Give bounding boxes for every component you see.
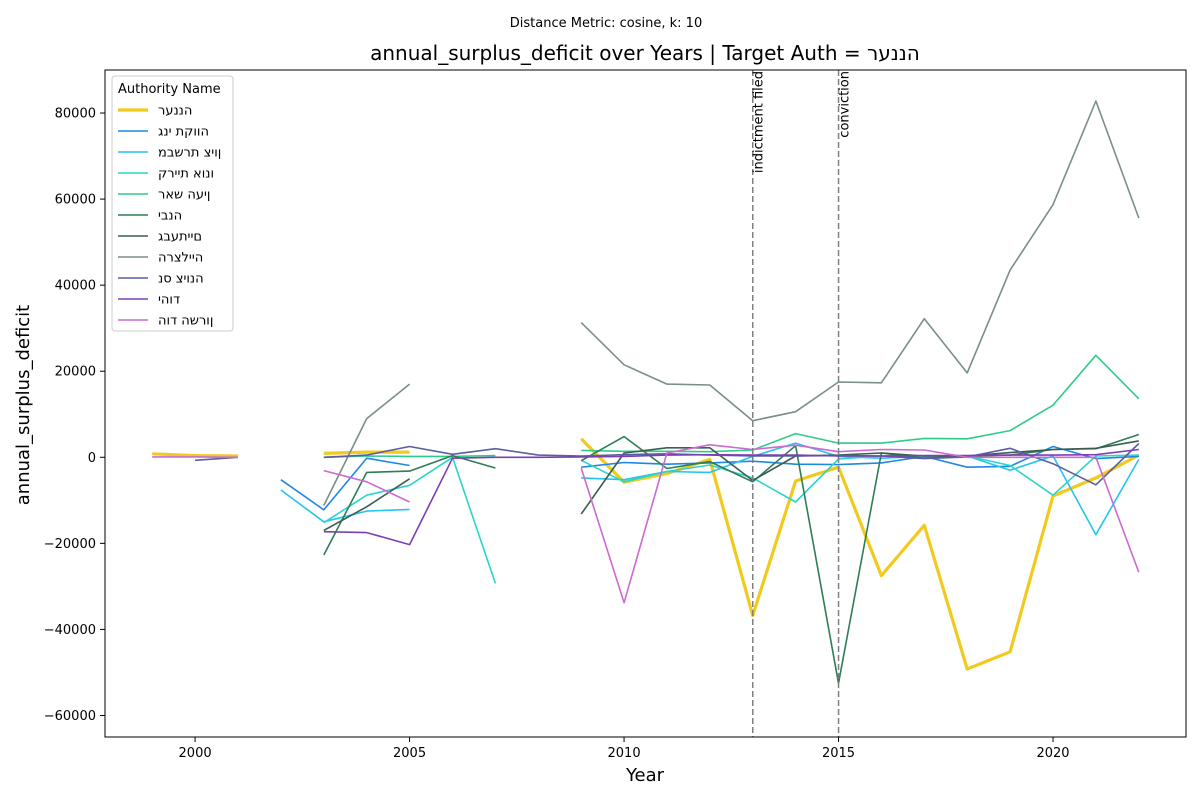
legend-label: דוהי <box>158 293 180 308</box>
series-line-7 <box>323 440 1139 532</box>
y-tick-label: 40000 <box>55 279 96 294</box>
series-line-8 <box>323 100 1140 506</box>
y-axis-label: annual_surplus_deficit <box>13 305 34 505</box>
y-tick-label: −20000 <box>44 537 96 552</box>
figure-suptitle: Distance Metric: cosine, k: 10 <box>510 16 702 31</box>
vline-layer: indictment filed conviction <box>752 70 853 737</box>
legend-label: הננער <box>158 104 192 119</box>
x-axis-label: Year <box>625 765 665 786</box>
legend: Authority Name הננער הווקת ינג ןויצ תרשבמ ו… <box>111 75 234 332</box>
legend-label: םייתעבג <box>158 230 202 245</box>
series-line-10 <box>323 448 1139 546</box>
chart-title: annual_surplus_deficit over Years | Targ… <box>370 41 920 65</box>
y-tick-label: 80000 <box>55 107 96 122</box>
y-tick-label: 60000 <box>55 193 96 208</box>
event-label-2: conviction <box>838 71 853 138</box>
y-tick-label: −40000 <box>44 623 96 638</box>
x-tick-label: 2000 <box>179 746 212 761</box>
legend-title: Authority Name <box>118 82 221 97</box>
legend-label: הנויצ סנ <box>158 272 204 287</box>
x-tick-label: 2015 <box>822 746 855 761</box>
legend-items: הננער הווקת ינג ןויצ תרשבמ ונוא תיירק ןיעה ש… <box>118 104 221 329</box>
event-label-1: indictment filed <box>752 71 767 173</box>
series-line-11 <box>152 444 1140 604</box>
x-tick-label: 2020 <box>1036 746 1069 761</box>
legend-box <box>111 75 234 332</box>
y-tick-label: −60000 <box>44 709 96 724</box>
x-tick-label: 2005 <box>393 746 426 761</box>
legend-label: ןויצ תרשבמ <box>158 146 221 161</box>
series-line-4 <box>323 454 1139 584</box>
x-tick-label: 2010 <box>608 746 641 761</box>
legend-label: הנבי <box>158 209 182 224</box>
series-line-5 <box>323 354 1140 459</box>
y-tick-label: 0 <box>88 451 96 466</box>
legend-label: ןיעה שאר <box>158 188 210 203</box>
axis-layer: 2000 2005 2010 2015 2020 −60000 −40000 −20000 0 2… <box>44 107 1070 761</box>
series-layer <box>152 100 1140 684</box>
legend-label: הווקת ינג <box>158 125 209 140</box>
legend-label: ןורשה דוה <box>158 314 213 329</box>
series-line-1 <box>152 437 1140 671</box>
legend-label: ונוא תיירק <box>158 167 214 182</box>
y-tick-label: 20000 <box>55 365 96 380</box>
plot-frame <box>104 69 1187 738</box>
legend-label: היילצרה <box>158 251 203 266</box>
